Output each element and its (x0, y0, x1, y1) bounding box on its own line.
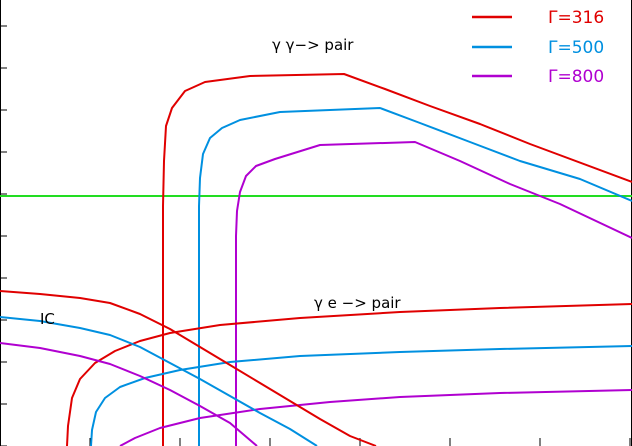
series-line-gg-pair-g500 (198, 107, 632, 446)
series-line-ge-pair-g316 (66, 303, 632, 446)
annotation-gg-pair: γ γ−> pair (272, 36, 354, 54)
legend-label-g800: Γ=800 (548, 67, 604, 87)
series-group (0, 73, 632, 446)
series-line-ic-g800 (0, 342, 258, 446)
series-line-ge-pair-g800 (119, 389, 632, 446)
series-line-ic-g500 (0, 316, 318, 446)
series-line-gg-pair-g316 (162, 73, 632, 446)
annotation-ge-pair: γ e −> pair (314, 294, 401, 312)
legend: Γ=316 Γ=500 Γ=800 (472, 8, 604, 87)
legend-label-g500: Γ=500 (548, 38, 604, 58)
series-line-ic-g316 (0, 290, 377, 446)
annotation-ic: IC (40, 310, 55, 328)
series-line-ge-pair-g500 (90, 345, 632, 446)
legend-label-g316: Γ=316 (548, 8, 604, 28)
series-line-gg-pair-g800 (235, 141, 632, 446)
